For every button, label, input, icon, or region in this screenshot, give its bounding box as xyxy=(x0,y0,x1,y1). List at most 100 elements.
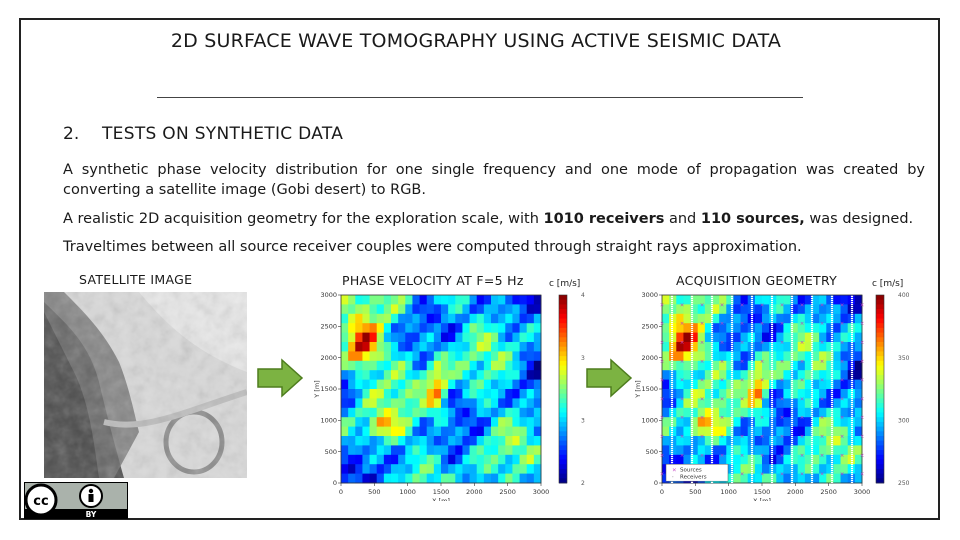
heatmap-cell xyxy=(376,313,385,324)
heatmap-cell xyxy=(419,379,428,390)
heatmap-cell xyxy=(719,426,727,437)
heatmap-cell xyxy=(355,313,363,324)
heatmap-cell xyxy=(783,332,791,343)
heatmap-cell xyxy=(483,464,492,474)
heatmap-cell xyxy=(854,389,863,399)
colorbar-segment xyxy=(876,412,884,418)
heatmap-cell xyxy=(819,332,827,343)
heatmap-cell xyxy=(740,417,749,427)
heatmap-cell xyxy=(348,464,356,474)
heatmap-cell xyxy=(491,379,499,390)
heatmap-cell xyxy=(676,323,684,333)
heatmap-cell xyxy=(740,379,749,390)
heatmap-cell xyxy=(690,389,699,399)
heatmap-cell xyxy=(676,370,684,380)
heatmap-cell xyxy=(391,313,399,324)
heatmap-cell xyxy=(812,417,820,427)
slide-title: 2D SURFACE WAVE TOMOGRAPHY USING ACTIVE … xyxy=(170,30,782,52)
colorbar-tick-label: 300 xyxy=(581,418,585,425)
heatmap-cell xyxy=(469,417,478,427)
source-marker: × xyxy=(700,321,705,327)
source-marker: × xyxy=(760,434,765,440)
x-tick-label: 0 xyxy=(339,488,343,496)
heatmap-cell xyxy=(690,342,699,352)
heatmap-cell xyxy=(519,464,528,474)
heatmap-cell xyxy=(762,351,770,362)
heatmap-cell xyxy=(376,304,385,315)
heatmap-cell xyxy=(704,323,713,333)
colorbar-segment xyxy=(559,431,567,437)
heatmap-cell xyxy=(754,360,763,371)
heatmap-cell xyxy=(697,342,706,352)
heatmap-cell xyxy=(469,351,478,362)
heatmap-cell xyxy=(683,407,691,418)
heatmap-cell xyxy=(412,351,420,362)
heatmap-cell xyxy=(355,295,363,305)
phase-velocity-label: PHASE VELOCITY AT F=5 Hz xyxy=(342,273,524,288)
heatmap-cell xyxy=(776,351,784,362)
colorbar-segment xyxy=(559,450,567,456)
heatmap-cell xyxy=(812,342,820,352)
heatmap-cell xyxy=(412,407,420,418)
heatmap-cell xyxy=(826,407,834,418)
heatmap-cell xyxy=(448,323,456,333)
heatmap-cell xyxy=(719,436,727,446)
heatmap-cell xyxy=(676,436,684,446)
heatmap-cell xyxy=(662,398,670,409)
heatmap-cell xyxy=(369,407,378,418)
heatmap-cell xyxy=(469,454,478,465)
heatmap-cell xyxy=(776,360,784,371)
colorbar-segment xyxy=(876,445,884,451)
heatmap-cell xyxy=(526,445,535,456)
source-marker: × xyxy=(680,396,685,402)
x-tick-label: 1000 xyxy=(399,488,416,496)
heatmap-cell xyxy=(776,370,784,380)
heatmap-cell xyxy=(533,436,542,446)
heatmap-cell xyxy=(376,323,385,333)
heatmap-cell xyxy=(512,445,520,456)
heatmap-cell xyxy=(341,426,349,437)
source-marker: × xyxy=(860,396,865,402)
colorbar-segment xyxy=(559,464,567,470)
heatmap-cell xyxy=(754,454,763,465)
heatmap-cell xyxy=(498,454,506,465)
heatmap-cell xyxy=(341,360,349,371)
heatmap-cell xyxy=(348,360,356,371)
heatmap-cell xyxy=(341,407,349,418)
source-marker: × xyxy=(660,378,665,384)
heatmap-cell xyxy=(826,464,834,474)
section-title: TESTS ON SYNTHETIC DATA xyxy=(102,124,344,144)
heatmap-cell xyxy=(491,426,499,437)
heatmap-cell xyxy=(776,323,784,333)
heatmap-cell xyxy=(398,436,406,446)
heatmap-cell xyxy=(526,323,535,333)
heatmap-cell xyxy=(826,445,834,456)
heatmap-cell xyxy=(469,295,478,305)
heatmap-cell xyxy=(797,473,806,484)
heatmap-cell xyxy=(419,445,428,456)
colorbar-segment xyxy=(876,478,884,484)
source-marker: × xyxy=(720,415,725,421)
heatmap-cell xyxy=(519,473,528,484)
heatmap-cell xyxy=(669,426,677,437)
heatmap-cell xyxy=(412,464,420,474)
heatmap-cell xyxy=(747,426,756,437)
heatmap-cell xyxy=(854,370,863,380)
heatmap-cell xyxy=(498,323,506,333)
heatmap-cell xyxy=(348,351,356,362)
heatmap-cell xyxy=(448,398,456,409)
heatmap-cell xyxy=(419,332,428,343)
heatmap-cell xyxy=(676,313,684,324)
license-by-text: BY xyxy=(86,510,97,519)
heatmap-cell xyxy=(412,436,420,446)
colorbar-segment xyxy=(559,346,567,352)
heatmap-cell xyxy=(405,351,413,362)
heatmap-cell xyxy=(747,370,756,380)
heatmap-cell xyxy=(362,323,370,333)
heatmap-cell xyxy=(376,473,385,484)
heatmap-cell xyxy=(355,445,363,456)
heatmap-cell xyxy=(697,313,706,324)
heatmap-cell xyxy=(341,295,349,305)
heatmap-cell xyxy=(826,323,834,333)
heatmap-cell xyxy=(733,445,741,456)
